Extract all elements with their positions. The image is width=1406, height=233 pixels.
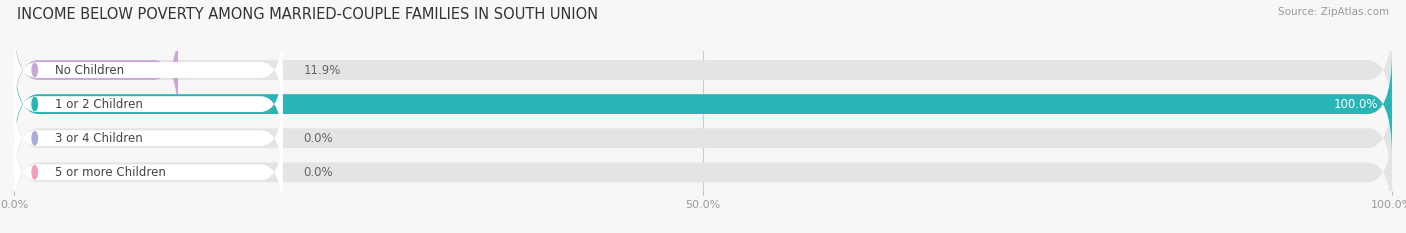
FancyBboxPatch shape [14,19,1392,121]
Text: 0.0%: 0.0% [304,166,333,179]
Text: 1 or 2 Children: 1 or 2 Children [55,98,143,111]
FancyBboxPatch shape [14,87,1392,190]
FancyBboxPatch shape [14,121,1392,224]
Text: 0.0%: 0.0% [304,132,333,145]
FancyBboxPatch shape [14,23,283,117]
Text: 3 or 4 Children: 3 or 4 Children [55,132,143,145]
FancyBboxPatch shape [14,58,283,151]
FancyBboxPatch shape [14,126,283,219]
Circle shape [32,132,38,145]
FancyBboxPatch shape [14,53,1392,156]
Text: INCOME BELOW POVERTY AMONG MARRIED-COUPLE FAMILIES IN SOUTH UNION: INCOME BELOW POVERTY AMONG MARRIED-COUPL… [17,7,598,22]
Text: 100.0%: 100.0% [1334,98,1378,111]
Text: 5 or more Children: 5 or more Children [55,166,166,179]
Circle shape [32,63,38,77]
Text: No Children: No Children [55,64,125,76]
FancyBboxPatch shape [14,53,1392,156]
Text: Source: ZipAtlas.com: Source: ZipAtlas.com [1278,7,1389,17]
FancyBboxPatch shape [14,92,283,185]
Text: 11.9%: 11.9% [304,64,340,76]
Circle shape [32,97,38,111]
FancyBboxPatch shape [14,19,179,121]
Circle shape [32,166,38,179]
